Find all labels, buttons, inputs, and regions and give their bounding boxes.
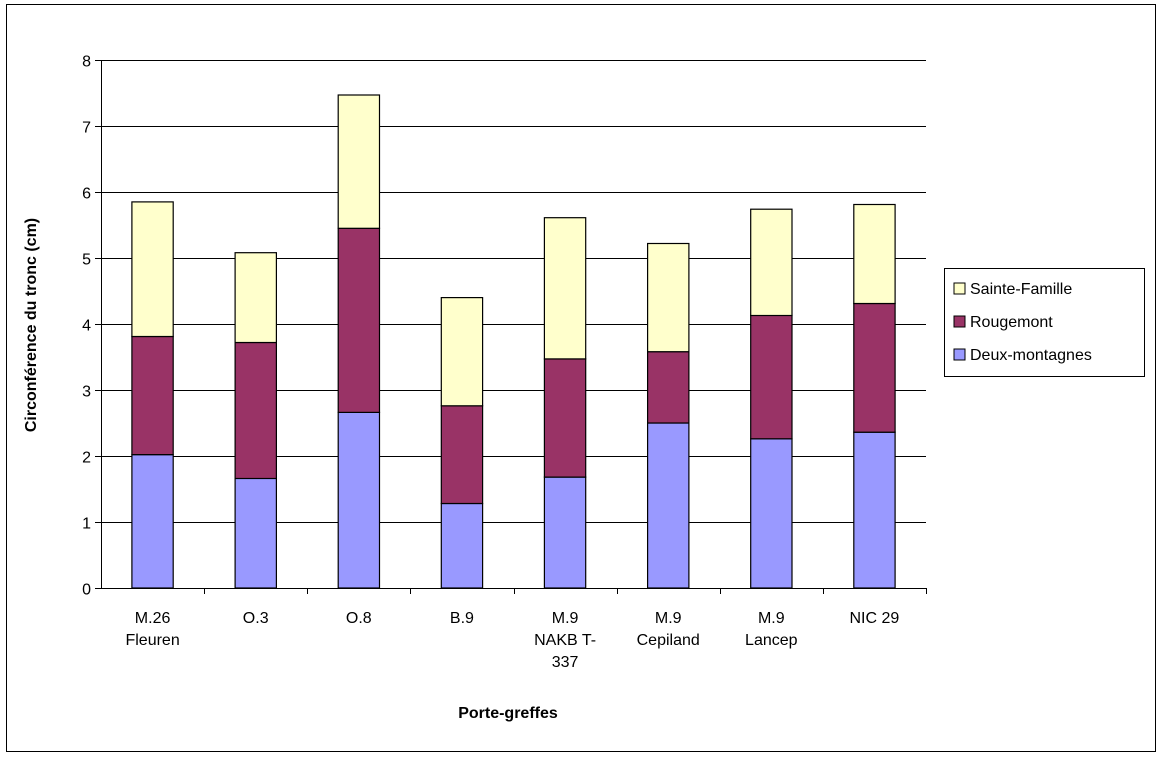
bar-segment bbox=[543, 358, 587, 478]
axes bbox=[95, 60, 927, 594]
x-tick-label: Lancep bbox=[745, 632, 798, 649]
x-tick-label: M.26 bbox=[135, 610, 171, 627]
x-tick-label: M.9 bbox=[655, 610, 682, 627]
bar-segment bbox=[131, 201, 174, 338]
legend-label: Sainte-Famille bbox=[970, 281, 1072, 298]
y-tick-label: 1 bbox=[82, 516, 91, 533]
bar-segment bbox=[750, 438, 793, 589]
legend-box bbox=[944, 268, 1145, 377]
bar-segment bbox=[646, 422, 690, 589]
y-tick-label: 5 bbox=[82, 252, 91, 269]
x-tick-label: M.9 bbox=[552, 610, 579, 627]
legend: Sainte-Famille Rougemont Deux-montagnes bbox=[944, 268, 1145, 377]
y-tick-label: 8 bbox=[82, 54, 91, 71]
bar-segment bbox=[131, 335, 174, 456]
y-tick-label: 7 bbox=[82, 120, 91, 137]
x-tick-label: NIC 29 bbox=[850, 610, 900, 627]
x-tick-label: 337 bbox=[552, 654, 579, 671]
legend-swatch bbox=[953, 315, 966, 328]
bar-segment bbox=[853, 302, 896, 433]
bar-segment bbox=[440, 405, 484, 505]
bar-segment bbox=[646, 351, 690, 424]
y-tick-label: 0 bbox=[82, 582, 91, 599]
legend-swatch bbox=[953, 282, 966, 295]
x-tick-label: Cepiland bbox=[637, 632, 700, 649]
y-tick-label: 3 bbox=[82, 384, 91, 401]
bar-segment bbox=[234, 341, 278, 480]
bar-segment bbox=[440, 297, 484, 407]
bar-segment bbox=[750, 314, 793, 440]
bar-segment bbox=[234, 477, 278, 589]
legend-label: Deux-montagnes bbox=[970, 347, 1092, 364]
x-axis-title: Porte-greffes bbox=[458, 705, 558, 722]
y-axis-title: Circonférence du tronc (cm) bbox=[23, 218, 40, 432]
bar-segment bbox=[337, 411, 381, 589]
bar-segment bbox=[337, 94, 381, 229]
legend-swatch bbox=[953, 348, 966, 361]
legend-label: Rougemont bbox=[970, 314, 1053, 331]
bar-segment bbox=[750, 208, 793, 317]
gridlines bbox=[101, 60, 926, 523]
x-tick-label: NAKB T- bbox=[534, 632, 596, 649]
x-tick-label: B.9 bbox=[450, 610, 474, 627]
bar-segment bbox=[234, 252, 278, 344]
bar-segment bbox=[543, 217, 587, 360]
bar-segment bbox=[543, 476, 587, 589]
bar-segment bbox=[337, 227, 381, 414]
x-tick-label: O.8 bbox=[346, 610, 372, 627]
y-tick-labels: 0 1 2 3 4 5 6 7 8 bbox=[82, 54, 91, 599]
bar-segment bbox=[440, 502, 484, 589]
y-tick-label: 6 bbox=[82, 186, 91, 203]
y-tick-label: 4 bbox=[82, 318, 91, 335]
y-tick-label: 2 bbox=[82, 450, 91, 467]
bars bbox=[131, 94, 896, 589]
x-tick-label: Fleuren bbox=[125, 632, 179, 649]
x-tick-label: M.9 bbox=[758, 610, 785, 627]
bar-segment bbox=[853, 203, 896, 305]
x-tick-label: O.3 bbox=[243, 610, 269, 627]
bar-segment bbox=[646, 242, 690, 353]
bar-segment bbox=[131, 454, 174, 589]
bar-segment bbox=[853, 431, 896, 589]
x-tick-labels: M.26 Fleuren O.3 O.8 B.9 M.9 NAKB T- 337 M.9 Cepi… bbox=[125, 610, 899, 671]
